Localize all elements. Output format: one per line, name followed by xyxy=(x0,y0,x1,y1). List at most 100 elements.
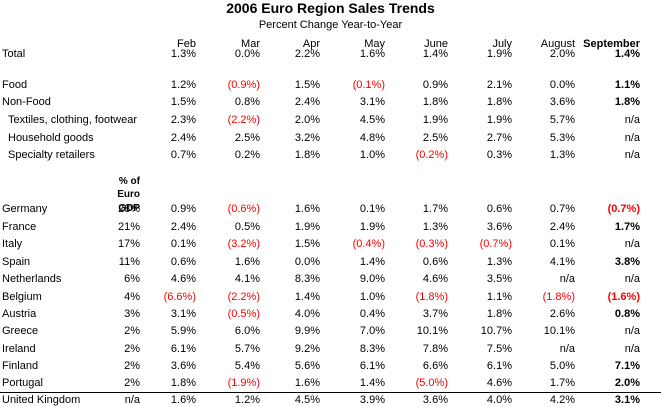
value-cell: 0.6% xyxy=(170,256,196,268)
table-divider xyxy=(0,392,661,393)
value-cell: 1.4% xyxy=(422,48,448,60)
value-cell: 0.8% xyxy=(614,308,640,320)
value-cell: 1.8% xyxy=(486,308,512,320)
row-label: Ireland xyxy=(2,343,36,355)
value-cell: 1.5% xyxy=(170,96,196,108)
value-cell: (0.2%) xyxy=(415,149,448,161)
value-cell: 1.9% xyxy=(486,114,512,126)
value-cell: 0.4% xyxy=(359,308,385,320)
value-cell: n/a xyxy=(624,132,640,144)
table-row: Italy 17% 0.1% (3.2%) 1.5% (0.4%) (0.3%) (0.7%)… xyxy=(0,237,661,251)
value-cell: 3.1% xyxy=(614,394,640,406)
value-cell: 1.2% xyxy=(234,394,260,406)
report-title: 2006 Euro Region Sales Trends xyxy=(226,0,435,16)
gdp-share: n/a xyxy=(124,394,140,406)
value-cell: 3.6% xyxy=(549,96,575,108)
value-cell: 1.9% xyxy=(486,48,512,60)
row-label: Finland xyxy=(2,360,39,372)
value-cell: 7.8% xyxy=(422,343,448,355)
value-cell: (0.7%) xyxy=(479,238,512,250)
table-row: United Kingdom n/a 1.6% 1.2% 4.5% 3.9% 3.6% 4.0… xyxy=(0,393,661,407)
month-header: Feb xyxy=(177,38,196,50)
value-cell: 4.5% xyxy=(359,114,385,126)
value-cell: 1.9% xyxy=(294,221,320,233)
value-cell: 1.4% xyxy=(294,291,320,303)
value-cell: 4.2% xyxy=(549,394,575,406)
table-row: Household goods 2.4% 2.5% 3.2% 4.8% 2.5% 2.7% 5… xyxy=(0,131,661,145)
table-row: Germany 28% 0.9% (0.6%) 1.6% 0.1% 1.7% 0.6% 0.7%… xyxy=(0,202,661,216)
value-cell: n/a xyxy=(559,273,575,285)
report-subtitle: Percent Change Year-to-Year xyxy=(258,19,403,31)
value-cell: (0.1%) xyxy=(352,79,385,91)
value-cell: 2.0% xyxy=(614,377,640,389)
row-label: Greece xyxy=(2,325,39,337)
value-cell: 3.1% xyxy=(359,96,385,108)
table-row: Spain 11% 0.6% 1.6% 0.0% 1.4% 0.6% 1.3% 4.1% 3.8% xyxy=(0,255,661,269)
value-cell: 0.6% xyxy=(422,256,448,268)
value-cell: 2.5% xyxy=(422,132,448,144)
value-cell: 1.5% xyxy=(294,238,320,250)
value-cell: 2.0% xyxy=(549,48,575,60)
value-cell: 4.6% xyxy=(422,273,448,285)
table-row: Food 1.2% (0.9%) 1.5% (0.1%) 0.9% 2.1% 0.0% 1.1% xyxy=(0,78,661,92)
value-cell: 4.6% xyxy=(170,273,196,285)
row-label: Austria xyxy=(2,308,37,320)
row-label: Household goods xyxy=(8,132,94,144)
value-cell: 7.1% xyxy=(614,360,640,372)
value-cell: 3.8% xyxy=(614,256,640,268)
row-label: Italy xyxy=(2,238,23,250)
value-cell: 1.8% xyxy=(422,96,448,108)
row-label: Specialty retailers xyxy=(8,149,95,161)
value-cell: 0.1% xyxy=(549,238,575,250)
month-header: June xyxy=(424,38,448,50)
gdp-header-line-1: % of xyxy=(118,176,140,187)
value-cell: 0.1% xyxy=(170,238,196,250)
gdp-share: 2% xyxy=(124,377,140,389)
row-label: Portugal xyxy=(2,377,43,389)
gdp-share: 2% xyxy=(124,343,140,355)
gdp-header-line-2: Euro GDP xyxy=(117,189,140,214)
table-row: Textiles, clothing, footwear 2.3% (2.2%) 2.… xyxy=(0,113,661,127)
value-cell: 1.6% xyxy=(234,256,260,268)
value-cell: 0.0% xyxy=(234,48,260,60)
value-cell: 9.0% xyxy=(359,273,385,285)
value-cell: 1.1% xyxy=(614,79,640,91)
table-row: Greece 2% 5.9% 6.0% 9.9% 7.0% 10.1% 10.7% 10.1% n… xyxy=(0,324,661,338)
value-cell: 8.3% xyxy=(294,273,320,285)
value-cell: n/a xyxy=(624,325,640,337)
gdp-share: 6% xyxy=(124,273,140,285)
value-cell: 5.4% xyxy=(234,360,260,372)
month-header: Mar xyxy=(241,38,260,50)
value-cell: (2.2%) xyxy=(227,291,260,303)
value-cell: 3.6% xyxy=(486,221,512,233)
value-cell: 0.0% xyxy=(549,79,575,91)
value-cell: (0.3%) xyxy=(415,238,448,250)
value-cell: 0.1% xyxy=(359,203,385,215)
table-row: Specialty retailers 0.7% 0.2% 1.8% 1.0% (0.2%… xyxy=(0,148,661,162)
value-cell: 0.2% xyxy=(234,149,260,161)
value-cell: 1.3% xyxy=(170,48,196,60)
value-cell: 1.9% xyxy=(422,114,448,126)
gdp-share: 3% xyxy=(124,308,140,320)
value-cell: 4.0% xyxy=(294,308,320,320)
value-cell: 1.9% xyxy=(359,221,385,233)
value-cell: n/a xyxy=(624,149,640,161)
value-cell: 4.5% xyxy=(294,394,320,406)
value-cell: 1.8% xyxy=(614,96,640,108)
gdp-share: 2% xyxy=(124,360,140,372)
value-cell: n/a xyxy=(624,114,640,126)
value-cell: 4.0% xyxy=(486,394,512,406)
value-cell: 0.9% xyxy=(422,79,448,91)
month-header: May xyxy=(364,38,385,50)
value-cell: 1.6% xyxy=(170,394,196,406)
value-cell: 7.5% xyxy=(486,343,512,355)
table-row: Portugal 2% 1.8% (1.9%) 1.6% 1.4% (5.0%) 4.6% 1.… xyxy=(0,376,661,390)
value-cell: 1.8% xyxy=(486,96,512,108)
value-cell: 3.6% xyxy=(170,360,196,372)
table-row: Ireland 2% 6.1% 5.7% 9.2% 8.3% 7.8% 7.5% n/a n/a xyxy=(0,342,661,356)
value-cell: 2.2% xyxy=(294,48,320,60)
value-cell: 6.1% xyxy=(170,343,196,355)
value-cell: 6.1% xyxy=(486,360,512,372)
gdp-share: 17% xyxy=(117,238,140,250)
value-cell: 4.8% xyxy=(359,132,385,144)
